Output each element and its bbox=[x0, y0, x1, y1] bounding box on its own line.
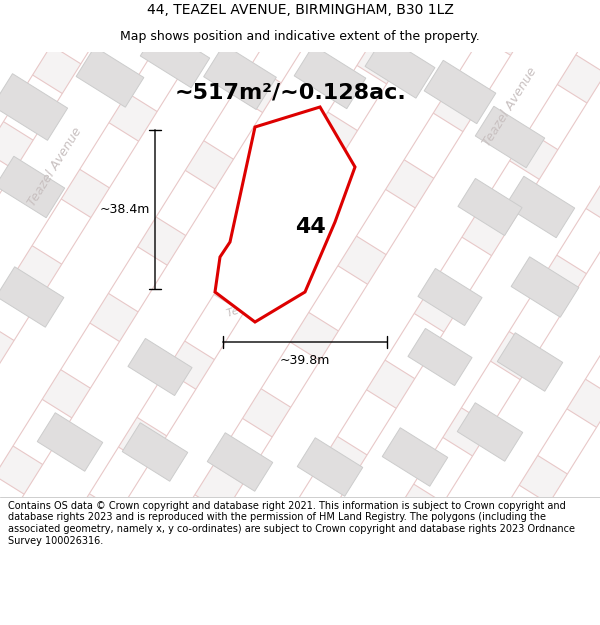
Polygon shape bbox=[117, 0, 600, 217]
Polygon shape bbox=[0, 0, 600, 446]
Polygon shape bbox=[497, 332, 563, 391]
Polygon shape bbox=[205, 0, 600, 625]
Polygon shape bbox=[0, 103, 600, 599]
Polygon shape bbox=[122, 422, 188, 481]
Text: ~517m²/~0.128ac.: ~517m²/~0.128ac. bbox=[175, 82, 407, 102]
Polygon shape bbox=[505, 176, 575, 238]
Polygon shape bbox=[382, 428, 448, 486]
Polygon shape bbox=[0, 74, 68, 141]
Text: 44, TEAZEL AVENUE, BIRMINGHAM, B30 1LZ: 44, TEAZEL AVENUE, BIRMINGHAM, B30 1LZ bbox=[146, 3, 454, 18]
Polygon shape bbox=[203, 44, 277, 109]
Polygon shape bbox=[297, 438, 363, 496]
Text: Teazel Avenue: Teazel Avenue bbox=[26, 125, 85, 209]
Polygon shape bbox=[0, 27, 600, 522]
Polygon shape bbox=[0, 0, 472, 601]
Polygon shape bbox=[0, 256, 530, 625]
Polygon shape bbox=[457, 402, 523, 461]
Polygon shape bbox=[358, 91, 600, 625]
Polygon shape bbox=[0, 156, 65, 218]
Polygon shape bbox=[294, 45, 366, 109]
Polygon shape bbox=[76, 47, 144, 108]
Text: Contains OS data © Crown copyright and database right 2021. This information is : Contains OS data © Crown copyright and d… bbox=[8, 501, 575, 546]
Polygon shape bbox=[128, 338, 192, 396]
Polygon shape bbox=[0, 0, 319, 505]
Polygon shape bbox=[475, 106, 545, 168]
Polygon shape bbox=[0, 267, 64, 328]
Text: Teazel Avenue: Teazel Avenue bbox=[481, 65, 539, 149]
Polygon shape bbox=[140, 26, 210, 88]
Polygon shape bbox=[0, 332, 483, 625]
Polygon shape bbox=[215, 107, 355, 322]
Polygon shape bbox=[424, 60, 496, 124]
Text: 44: 44 bbox=[295, 217, 325, 237]
Polygon shape bbox=[0, 179, 578, 625]
Text: Map shows position and indicative extent of the property.: Map shows position and indicative extent… bbox=[120, 30, 480, 43]
Polygon shape bbox=[458, 178, 522, 236]
Polygon shape bbox=[207, 432, 273, 491]
Polygon shape bbox=[128, 0, 600, 625]
Polygon shape bbox=[511, 257, 579, 318]
Text: Teazel Avenue: Teazel Avenue bbox=[225, 285, 305, 319]
Polygon shape bbox=[365, 36, 435, 98]
Polygon shape bbox=[22, 0, 600, 369]
Polygon shape bbox=[70, 0, 600, 293]
Text: ~38.4m: ~38.4m bbox=[100, 203, 150, 216]
Polygon shape bbox=[0, 0, 395, 553]
Polygon shape bbox=[281, 44, 600, 625]
Polygon shape bbox=[37, 412, 103, 471]
Polygon shape bbox=[52, 0, 548, 625]
Polygon shape bbox=[418, 268, 482, 326]
Text: ~39.8m: ~39.8m bbox=[280, 354, 330, 367]
Polygon shape bbox=[408, 328, 472, 386]
Polygon shape bbox=[0, 0, 242, 458]
